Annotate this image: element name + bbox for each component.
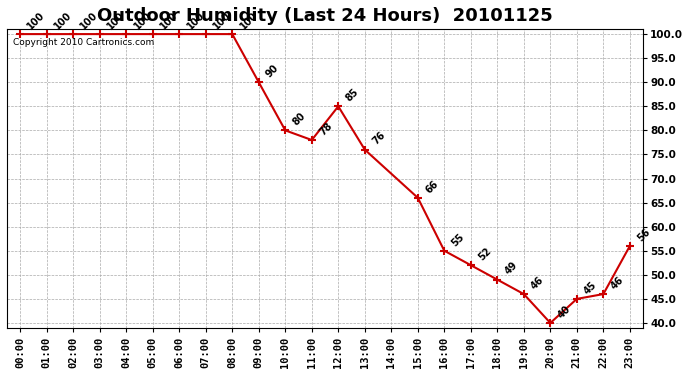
Text: Copyright 2010 Cartronics.com: Copyright 2010 Cartronics.com [13,38,155,47]
Text: 46: 46 [529,274,546,291]
Text: 100: 100 [79,10,100,32]
Text: 100: 100 [185,10,206,32]
Text: 40: 40 [556,304,573,320]
Text: 45: 45 [582,279,599,296]
Text: 100: 100 [106,10,127,32]
Text: 66: 66 [424,178,440,195]
Text: 80: 80 [290,111,308,128]
Text: 100: 100 [211,10,233,32]
Text: 52: 52 [476,246,493,262]
Title: Outdoor Humidity (Last 24 Hours)  20101125: Outdoor Humidity (Last 24 Hours) 2010112… [97,7,553,25]
Text: 100: 100 [238,10,259,32]
Text: 100: 100 [158,10,179,32]
Text: 76: 76 [371,130,387,147]
Text: 90: 90 [264,63,281,80]
Text: 49: 49 [503,260,520,277]
Text: 85: 85 [344,87,361,104]
Text: 100: 100 [52,10,74,32]
Text: 55: 55 [450,231,466,248]
Text: 100: 100 [132,10,153,32]
Text: 100: 100 [26,10,47,32]
Text: 78: 78 [317,120,334,137]
Text: 46: 46 [609,274,626,291]
Text: 56: 56 [635,226,652,243]
